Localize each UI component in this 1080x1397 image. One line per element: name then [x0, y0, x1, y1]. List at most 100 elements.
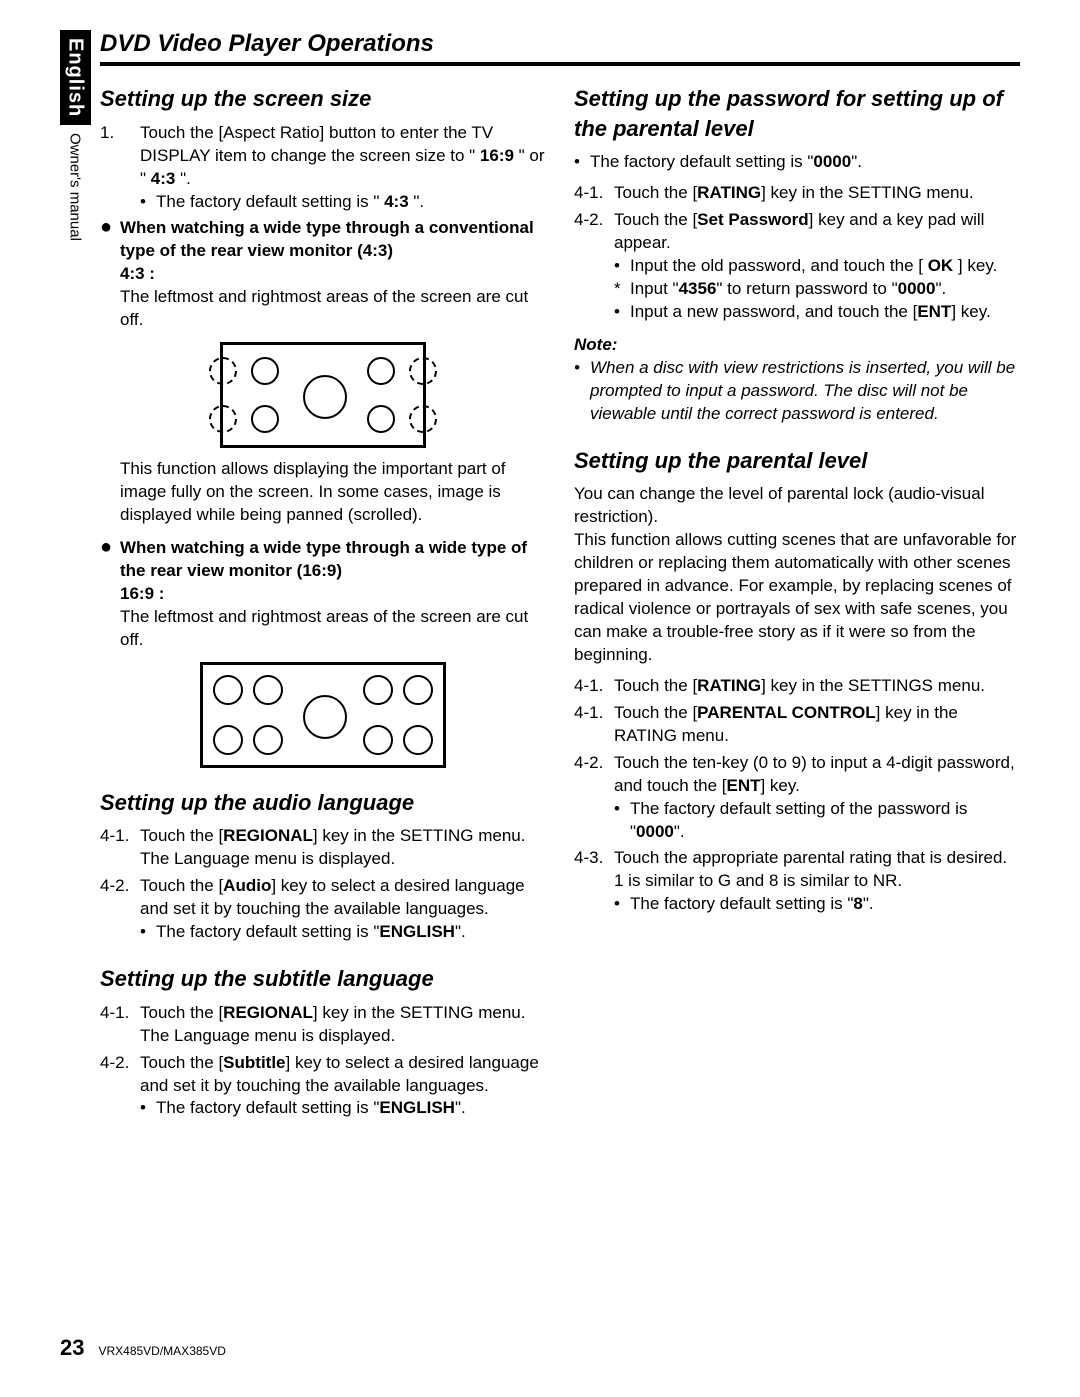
- text: ] key in the SETTING menu.: [761, 183, 974, 202]
- step-number: 4-2.: [100, 1052, 140, 1121]
- sub-bullet: • The factory default setting is " 4:3 "…: [140, 191, 546, 214]
- step: 4-1. Touch the [REGIONAL] key in the SET…: [100, 1002, 546, 1048]
- note-text: When a disc with view restrictions is in…: [590, 357, 1020, 426]
- text: ".: [935, 279, 946, 298]
- key: ENT: [917, 302, 951, 321]
- text: The factory default setting is ": [590, 152, 813, 171]
- key: REGIONAL: [223, 1003, 313, 1022]
- sub-bullet: • The factory default setting is "ENGLIS…: [140, 1097, 546, 1120]
- aspect-diagram-16-9: [200, 662, 446, 768]
- step-number: 4-2.: [100, 875, 140, 944]
- key: REGIONAL: [223, 826, 313, 845]
- bullet-mark: •: [140, 921, 156, 944]
- step: 4-1. Touch the [RATING] key in the SETTI…: [574, 182, 1020, 205]
- text: ] key.: [760, 776, 799, 795]
- text: Touch the appropriate parental rating th…: [614, 848, 1007, 890]
- key: PARENTAL CONTROL: [697, 703, 876, 722]
- text: ".: [175, 169, 190, 188]
- key: RATING: [697, 183, 761, 202]
- text: Touch the [: [140, 1003, 223, 1022]
- step-body: Touch the [RATING] key in the SETTINGS m…: [614, 675, 1020, 698]
- text: Input the old password, and touch the [: [630, 256, 928, 275]
- step-body: Touch the [Audio] key to select a desire…: [140, 875, 546, 944]
- sub-bullet: • The factory default setting is "ENGLIS…: [140, 921, 546, 944]
- step-body: Touch the [Subtitle] key to select a des…: [140, 1052, 546, 1121]
- text: This function allows cutting scenes that…: [574, 529, 1020, 667]
- bullet-dot-icon: ●: [100, 537, 120, 652]
- text: Touch the [: [614, 210, 697, 229]
- step: 4-2. Touch the [Set Password] key and a …: [574, 209, 1020, 324]
- value: ENGLISH: [379, 922, 455, 941]
- text: ".: [409, 192, 424, 211]
- right-column: Setting up the password for setting up o…: [574, 84, 1020, 1124]
- text: ] key in the SETTINGS menu.: [761, 676, 985, 695]
- step-number: 4-1.: [574, 675, 614, 698]
- solid-bullet: ● When watching a wide type through a co…: [100, 217, 546, 332]
- manual-page: English Owner's manual DVD Video Player …: [0, 0, 1080, 1397]
- text: The factory default setting is ": [156, 922, 379, 941]
- text: Input a new password, and touch the [: [630, 302, 917, 321]
- bullet-mark: •: [140, 1097, 156, 1120]
- step-body: Touch the [PARENTAL CONTROL] key in the …: [614, 702, 1020, 748]
- text: The factory default setting of the passw…: [630, 798, 1020, 844]
- sub-bullet: • The factory default setting is "8".: [614, 893, 1020, 916]
- step: 4-1. Touch the [PARENTAL CONTROL] key in…: [574, 702, 1020, 748]
- step: 4-1. Touch the [RATING] key in the SETTI…: [574, 675, 1020, 698]
- step-body: Touch the [Set Password] key and a key p…: [614, 209, 1020, 324]
- bullet-mark: •: [614, 255, 630, 278]
- key: Audio: [223, 876, 271, 895]
- ratio-label: 4:3 :: [120, 263, 546, 286]
- text: ".: [455, 1098, 466, 1117]
- text: The leftmost and rightmost areas of the …: [120, 286, 546, 332]
- dot-body: When watching a wide type through a wide…: [120, 537, 546, 652]
- text: Touch the ten-key (0 to 9) to input a 4-…: [614, 753, 1015, 795]
- step-body: Touch the [RATING] key in the SETTING me…: [614, 182, 1020, 205]
- footer: 23 VRX485VD/MAX385VD: [60, 1335, 226, 1361]
- step-number: 4-2.: [574, 752, 614, 844]
- step-body: Touch the ten-key (0 to 9) to input a 4-…: [614, 752, 1020, 844]
- value: 0000: [636, 822, 674, 841]
- ratio: 16:9: [480, 146, 514, 165]
- sub-bullet: • Input a new password, and touch the [E…: [614, 301, 1020, 324]
- solid-bullet: ● When watching a wide type through a wi…: [100, 537, 546, 652]
- step-body: Touch the [Aspect Ratio] button to enter…: [140, 122, 546, 214]
- step: 4-2. Touch the ten-key (0 to 9) to input…: [574, 752, 1020, 844]
- text: ] key.: [951, 302, 990, 321]
- step-number: 4-1.: [100, 825, 140, 871]
- page-number: 23: [60, 1335, 84, 1361]
- text: ".: [455, 922, 466, 941]
- model-code: VRX485VD/MAX385VD: [98, 1344, 225, 1358]
- step-body: Touch the [REGIONAL] key in the SETTING …: [140, 825, 546, 871]
- heading-audio-language: Setting up the audio language: [100, 788, 546, 818]
- text: Input a new password, and touch the [ENT…: [630, 301, 991, 324]
- text: The factory default setting is "8".: [630, 893, 874, 916]
- text: " to return password to ": [716, 279, 897, 298]
- text: ".: [851, 152, 862, 171]
- star-mark: *: [614, 278, 630, 301]
- step: 4-2. Touch the [Subtitle] key to select …: [100, 1052, 546, 1121]
- side-tab: English Owner's manual: [60, 30, 90, 247]
- text: You can change the level of parental loc…: [574, 483, 1020, 529]
- step: 4-2. Touch the [Audio] key to select a d…: [100, 875, 546, 944]
- aspect-diagram-4-3: [220, 342, 426, 448]
- dot-body: When watching a wide type through a conv…: [120, 217, 546, 332]
- text: Touch the [: [614, 676, 697, 695]
- text: Touch the [: [614, 703, 697, 722]
- text: Input "4356" to return password to "0000…: [630, 278, 946, 301]
- text: The factory default setting is " 4:3 ".: [156, 191, 424, 214]
- step: 4-1. Touch the [REGIONAL] key in the SET…: [100, 825, 546, 871]
- bullet-mark: •: [574, 357, 590, 426]
- value: ENGLISH: [379, 1098, 455, 1117]
- text: The factory default setting is ": [630, 894, 853, 913]
- step-number: 1.: [100, 122, 140, 214]
- text: ] key.: [953, 256, 997, 275]
- bullet-mark: •: [614, 893, 630, 916]
- step-number: 4-1.: [574, 702, 614, 748]
- ratio: 4:3: [151, 169, 176, 188]
- key: ENT: [726, 776, 760, 795]
- value: 0000: [813, 152, 851, 171]
- owners-manual-tab: Owner's manual: [65, 127, 86, 247]
- step: 1. Touch the [Aspect Ratio] button to en…: [100, 122, 546, 214]
- key: Subtitle: [223, 1053, 285, 1072]
- text: The factory default setting is "ENGLISH"…: [156, 921, 466, 944]
